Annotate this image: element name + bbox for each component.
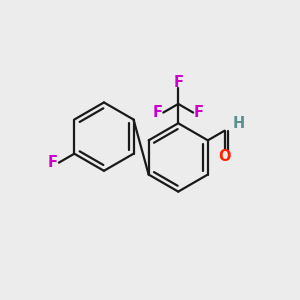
Text: O: O (218, 149, 231, 164)
Text: F: F (194, 105, 204, 120)
Text: H: H (233, 116, 245, 131)
Text: F: F (47, 155, 57, 170)
Text: F: F (173, 75, 183, 90)
Text: F: F (152, 105, 162, 120)
